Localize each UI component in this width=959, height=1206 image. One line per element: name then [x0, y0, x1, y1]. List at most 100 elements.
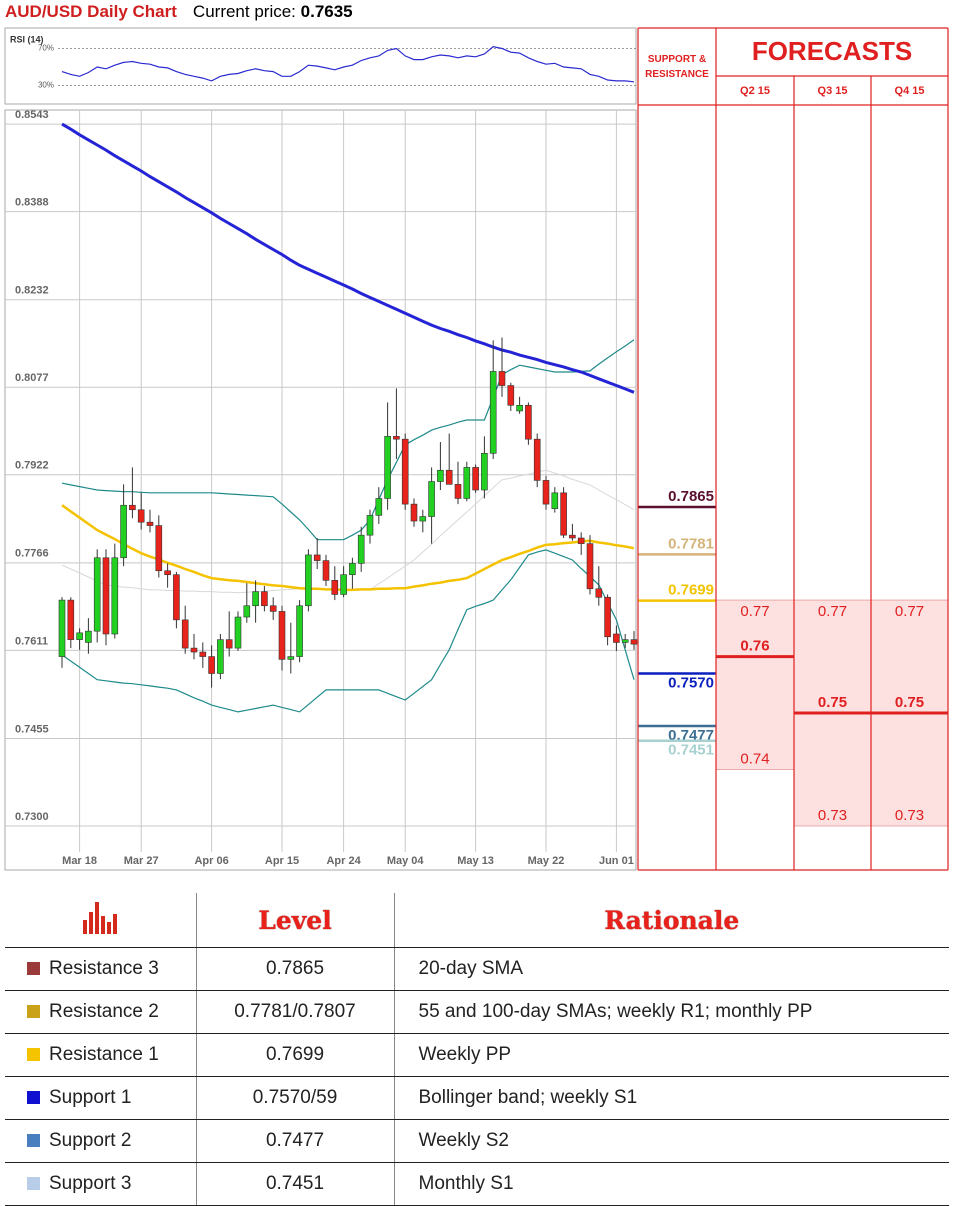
candle-body: [419, 516, 427, 522]
candle-body: [454, 484, 462, 499]
candle-body: [349, 563, 356, 575]
level-name-cell: Resistance 2: [5, 990, 196, 1034]
candle-body: [190, 647, 198, 653]
levels-table: Level Rationale Resistance 3 0.7865 20-day…: [5, 893, 949, 1206]
table-row: Resistance 1 0.7699 Weekly PP: [5, 1033, 949, 1077]
forecast-high-label: 0.77: [895, 603, 924, 620]
candle-body: [577, 537, 585, 544]
quarter-label: Q4 15: [895, 85, 925, 97]
candle-body: [401, 438, 409, 505]
candle-body: [58, 599, 66, 657]
swatch: [27, 962, 40, 975]
swatch: [27, 1005, 40, 1018]
quarter-label: Q2 15: [740, 85, 770, 97]
candle-body: [445, 469, 453, 485]
candle-body: [243, 605, 251, 618]
candle-body: [252, 591, 259, 607]
swatch: [27, 1091, 40, 1104]
indicator-line: [61, 122, 635, 394]
x-tick-label: May 22: [528, 855, 565, 867]
x-tick-label: Apr 06: [194, 855, 228, 867]
y-tick-label: 0.7611: [15, 635, 48, 647]
rationale: Monthly S1: [393, 1162, 949, 1206]
candle-body: [621, 639, 629, 643]
forecast-high-label: 0.77: [740, 603, 769, 620]
candle-body: [287, 656, 295, 660]
rationale: Bollinger band; weekly S1: [393, 1076, 949, 1120]
candle-body: [85, 630, 92, 643]
candle-body: [322, 560, 330, 581]
forecast-mid-label: 0.75: [895, 694, 924, 711]
candle-body: [208, 656, 215, 674]
level-label: 0.7699: [668, 582, 714, 599]
candle-body: [507, 385, 515, 406]
candle-body: [357, 534, 365, 564]
candle-body: [173, 574, 180, 621]
level-value: 0.7570/59: [195, 1076, 394, 1120]
forecast-high-label: 0.77: [818, 603, 847, 620]
candle-body: [331, 580, 339, 595]
icon-cell: [5, 893, 196, 948]
y-tick-label: 30%: [38, 81, 54, 90]
rsi-line: [61, 46, 635, 83]
header: AUD/USD Daily Chart Current price: 0.7635: [5, 2, 353, 22]
candle-body: [428, 481, 435, 517]
level-name: Resistance 2: [49, 1001, 159, 1022]
table-row: Support 2 0.7477 Weekly S2: [5, 1119, 949, 1163]
price-panel: [4, 109, 637, 871]
candle-body: [463, 467, 471, 499]
level-name-cell: Resistance 3: [5, 947, 196, 991]
table-row: Support 3 0.7451 Monthly S1: [5, 1162, 949, 1206]
y-tick-label: 0.8232: [15, 285, 49, 297]
candle-body: [181, 619, 189, 649]
x-tick-label: Mar 18: [62, 855, 97, 867]
level-label: 0.7781: [668, 535, 714, 552]
price-label: Current price:: [192, 2, 296, 21]
candle-body: [551, 492, 559, 509]
candle-body: [384, 436, 391, 499]
y-tick-label: 0.8543: [15, 109, 49, 121]
forecast-title: FORECASTS: [752, 36, 912, 66]
swatch: [27, 1048, 40, 1061]
candle-body: [410, 503, 418, 522]
candle-body: [481, 452, 488, 491]
swatch: [27, 1177, 40, 1190]
candle-body: [164, 570, 171, 575]
table-row: Support 1 0.7570/59 Bollinger band; weekly…: [5, 1076, 949, 1120]
candle-body: [313, 554, 321, 561]
level-value: 0.7477: [195, 1119, 394, 1163]
y-tick-label: 70%: [38, 44, 54, 53]
forecast-range: [715, 599, 795, 770]
level-value: 0.7451: [195, 1162, 394, 1206]
level-name: Resistance 1: [49, 1044, 159, 1065]
candle-body: [305, 554, 312, 607]
indicator-line: [61, 549, 635, 713]
level-name: Support 1: [49, 1087, 132, 1108]
chart: RSI (14) FORECASTS 0.8543 0.8388 0.8232 0.8…: [4, 27, 949, 871]
candle-body: [437, 469, 444, 482]
rsi-panel: [4, 27, 637, 105]
price: 0.7635: [300, 2, 353, 21]
level-value: 0.7781/0.7807: [195, 990, 394, 1034]
candle-body: [586, 543, 594, 590]
candle-body: [560, 492, 567, 536]
candle-body: [234, 616, 242, 649]
candle-body: [542, 480, 550, 505]
candle-body: [630, 639, 638, 645]
rsi-title: RSI (14): [10, 34, 44, 44]
level-name-cell: Support 2: [5, 1119, 196, 1163]
candle-body: [489, 371, 497, 454]
y-tick-label: 0.7922: [15, 460, 49, 472]
candle-body: [340, 574, 347, 595]
candle-body: [146, 521, 154, 526]
candle-body: [76, 632, 83, 640]
candle-body: [595, 588, 603, 598]
level-name: Support 2: [49, 1130, 132, 1151]
candle-body: [296, 605, 303, 657]
forecast-low-label: 0.73: [818, 807, 847, 824]
rationale: Weekly PP: [393, 1033, 949, 1077]
candle-body: [225, 639, 233, 649]
candle-body: [375, 498, 383, 516]
y-tick-label: 0.7766: [15, 548, 49, 560]
